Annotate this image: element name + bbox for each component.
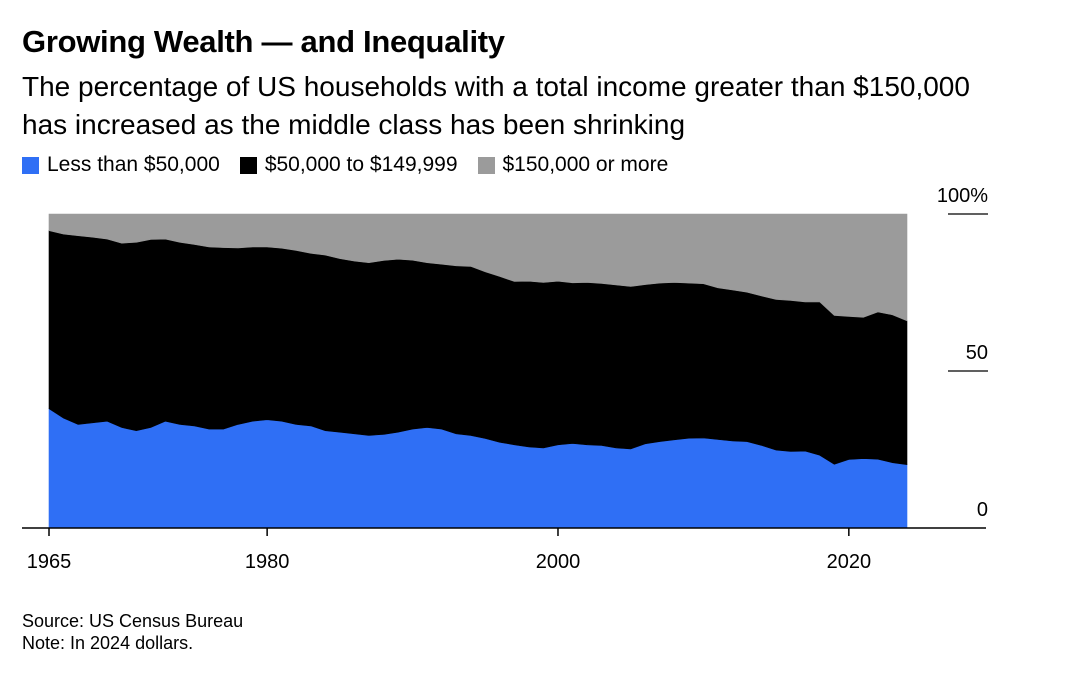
x-tick-label-1965: 1965 (27, 551, 72, 573)
x-tick-label-1980: 1980 (245, 551, 290, 573)
dollars-note: Note: In 2024 dollars. (22, 633, 194, 653)
y-tick-label-0: 0 (977, 499, 988, 521)
legend-label-low: Less than $50,000 (47, 153, 220, 176)
legend-label-middle: $50,000 to $149,999 (264, 153, 458, 176)
legend-swatch-low (22, 156, 39, 174)
y-tick-label-100: 100% (937, 185, 988, 207)
legend-item-middle: $50,000 to $149,999 (239, 153, 458, 177)
legend-swatch-middle (239, 156, 257, 174)
legend-swatch-high (477, 156, 495, 174)
chart-footer: Source: US Census Bureau Note: In 2024 d… (22, 610, 243, 654)
legend: Less than $50,000 $50,000 to $149,999 $1… (22, 153, 688, 177)
legend-item-low: Less than $50,000 (22, 153, 220, 177)
x-tick-label-2000: 2000 (536, 551, 581, 573)
legend-label-high: $150,000 or more (502, 153, 669, 176)
legend-item-high: $150,000 or more (477, 153, 669, 177)
chart-title: Growing Wealth — and Inequality (22, 24, 505, 59)
area-150k-or-more (48, 213, 908, 322)
y-tick-label-50: 50 (966, 342, 988, 364)
source-note: Source: US Census Bureau (22, 611, 244, 631)
chart-subtitle: The percentage of US households with a t… (22, 71, 970, 140)
x-tick-label-2020: 2020 (827, 551, 872, 573)
